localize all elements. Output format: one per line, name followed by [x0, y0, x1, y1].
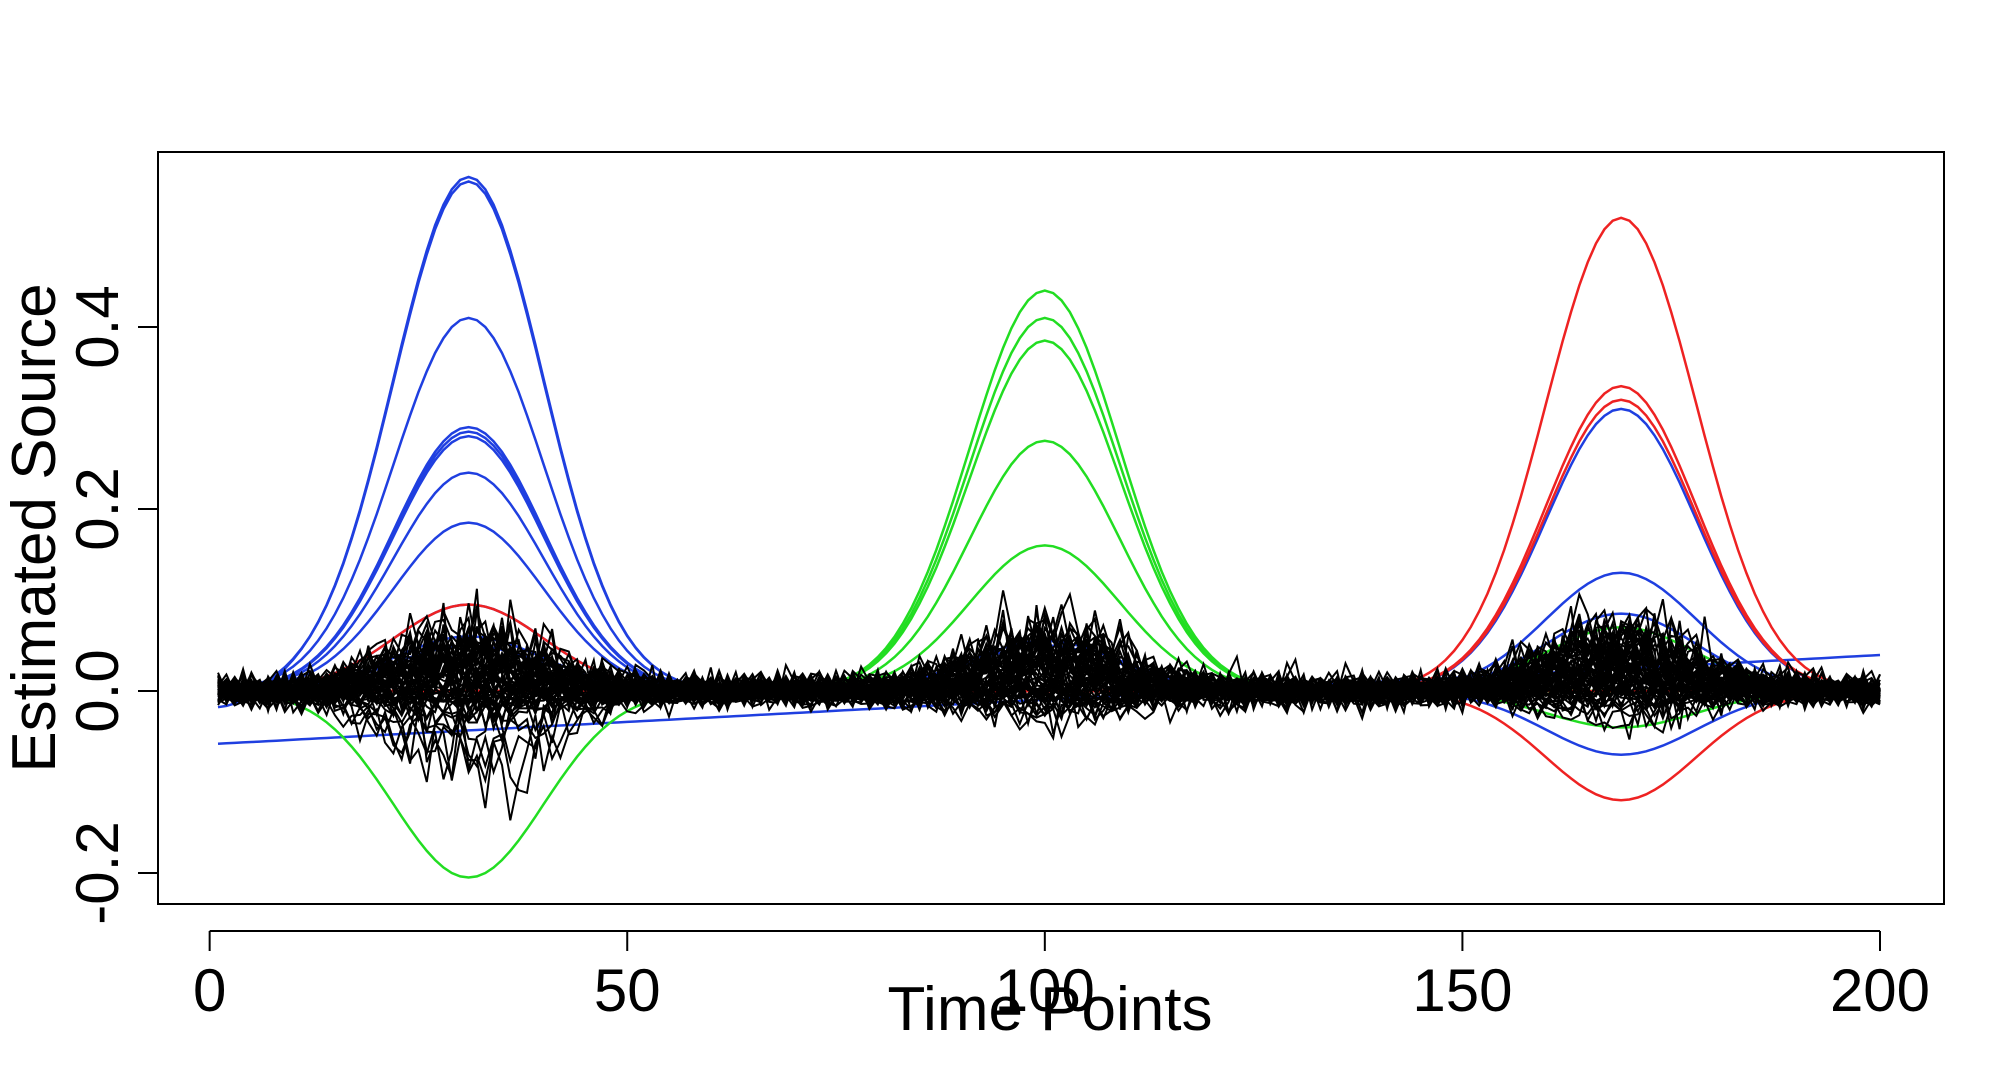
series-line-black-53 [217, 618, 1881, 730]
series-line-black-58 [217, 630, 1881, 733]
x-axis-label: Time Points [887, 975, 1212, 1044]
plot-frame [157, 151, 1945, 905]
x-tick-label-4: 200 [1830, 957, 1930, 1024]
x-tick-label-3: 150 [1412, 957, 1512, 1024]
x-tick-label-1: 50 [594, 957, 661, 1024]
y-tick-label-3: 0.4 [64, 285, 131, 368]
x-tick-label-2: 100 [995, 957, 1095, 1024]
series-line-black-54 [217, 610, 1881, 708]
series-line-black-55 [217, 639, 1881, 717]
y-tick-label-1: 0.0 [64, 649, 131, 732]
series-line-black-56 [217, 646, 1881, 717]
y-tick-label-2: 0.2 [64, 467, 131, 550]
x-axis: 0 50 100 150 200 [193, 930, 1930, 1024]
y-axis-label: Estimated Source [0, 283, 69, 772]
y-tick-label-0: -0.2 [64, 821, 131, 924]
series-line-black-57 [217, 617, 1881, 716]
series-line-black-24 [217, 666, 1881, 776]
series-layer [217, 175, 1881, 879]
x-tick-label-0: 0 [193, 957, 226, 1024]
series-line-black-37 [217, 611, 1881, 729]
y-axis: -0.2 0.0 0.2 0.4 [64, 285, 159, 925]
series-line-black-59 [217, 605, 1881, 721]
series-line-black-51 [217, 604, 1881, 713]
